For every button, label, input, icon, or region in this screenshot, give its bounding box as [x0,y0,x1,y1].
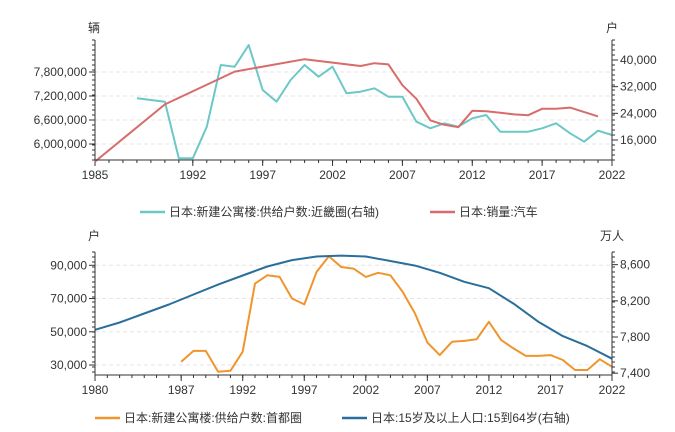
x-tick-label: 2007 [389,168,416,182]
x-tick-label: 2002 [352,383,379,397]
right-tick-label: 8,600 [620,258,650,272]
right-tick-label: 40,000 [620,53,657,67]
chart-1-left-unit: 辆 [88,21,100,35]
x-tick-label: 1985 [82,168,109,182]
chart-1-right-unit: 户 [606,20,618,35]
x-tick-label: 2017 [537,383,564,397]
x-tick-label: 2017 [529,168,556,182]
left-tick-label: 7,800,000 [34,65,88,79]
right-tick-label: 32,000 [620,80,657,94]
chart-2-legend-label-0: 日本:新建公寓楼:供给户数:首都圈 [124,410,302,425]
chart-2-left-unit: 户 [88,228,100,243]
x-tick-label: 1992 [229,383,256,397]
left-tick-label: 6,000,000 [34,137,88,151]
x-tick-label: 2007 [414,383,441,397]
x-tick-label: 1992 [179,168,206,182]
right-tick-label: 8,200 [620,294,650,308]
right-tick-label: 16,000 [620,133,657,147]
right-tick-label: 7,800 [620,330,650,344]
chart-2-legend: 日本:新建公寓楼:供给户数:首都圈 日本:15岁及以上人口:15到64岁(右轴) [95,410,570,425]
chart-1-legend-label-0: 日本:新建公寓楼:供给户数:近畿圈(右轴) [169,204,379,219]
series-line-1 [94,254,613,360]
x-tick-label: 2012 [476,383,503,397]
left-tick-label: 7,200,000 [34,89,88,103]
series-line-0 [180,255,613,373]
chart-2: 户 万人 30,000 50,000 70,000 90,000 7,400 7,800… [50,228,650,425]
x-tick-label: 2012 [459,168,486,182]
x-tick-label: 1997 [249,168,276,182]
left-tick-label: 90,000 [50,258,87,272]
x-tick-label: 1997 [291,383,318,397]
left-tick-label: 6,600,000 [34,113,88,127]
right-tick-label: 24,000 [620,106,657,120]
left-tick-label: 30,000 [50,358,87,372]
left-tick-label: 50,000 [50,325,87,339]
x-tick-label: 2002 [319,168,346,182]
chart-1-legend: 日本:新建公寓楼:供给户数:近畿圈(右轴) 日本:销量:汽车 [140,204,538,219]
x-tick-label: 2022 [599,168,626,182]
chart-1: 辆 户 6,000,000 6,600,000 7,200,000 7,800,000… [34,20,657,219]
x-tick-label: 1987 [168,383,195,397]
chart-2-legend-label-1: 日本:15岁及以上人口:15到64岁(右轴) [371,410,570,425]
x-tick-label: 2022 [599,383,626,397]
left-tick-label: 70,000 [50,292,87,306]
series-line-0 [136,44,613,160]
right-tick-label: 7,400 [620,366,650,380]
series-line-1 [94,58,599,163]
chart-2-right-unit: 万人 [600,229,624,243]
chart-1-legend-label-1: 日本:销量:汽车 [459,204,538,219]
x-tick-label: 1980 [82,383,109,397]
